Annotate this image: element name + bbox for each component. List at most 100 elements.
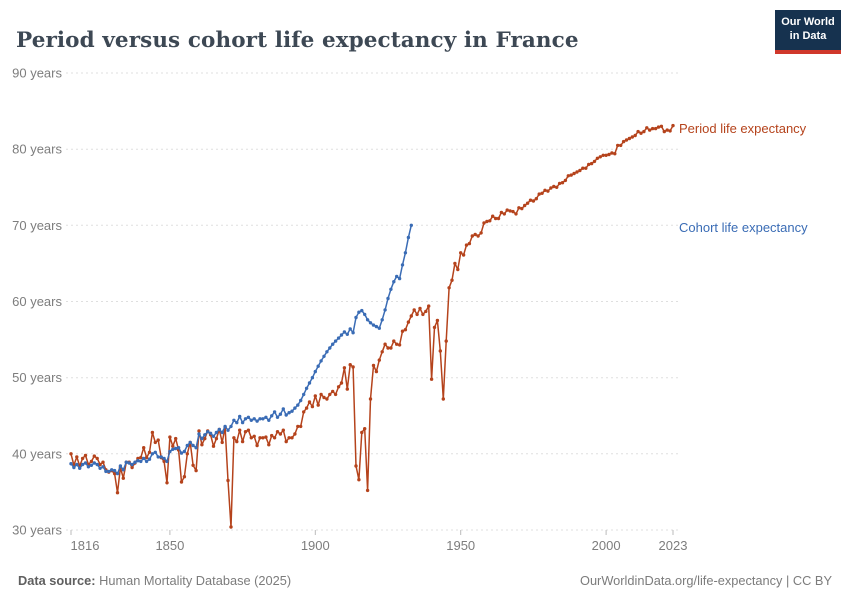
data-point[interactable] <box>147 457 152 461</box>
data-point[interactable] <box>214 430 219 435</box>
data-point[interactable] <box>348 363 352 367</box>
data-point[interactable] <box>319 359 323 363</box>
data-point[interactable] <box>354 464 358 468</box>
data-point[interactable] <box>331 389 335 394</box>
data-point[interactable] <box>389 346 393 350</box>
data-point[interactable] <box>488 219 492 223</box>
data-point[interactable] <box>383 342 387 346</box>
data-point[interactable] <box>284 439 288 444</box>
data-point[interactable] <box>333 339 338 343</box>
data-point[interactable] <box>380 350 384 354</box>
data-point[interactable] <box>371 363 376 368</box>
data-point[interactable] <box>400 263 405 267</box>
data-point[interactable] <box>546 189 550 193</box>
data-point[interactable] <box>278 432 283 436</box>
data-point[interactable] <box>604 153 608 157</box>
data-point[interactable] <box>246 415 251 419</box>
data-point[interactable] <box>92 461 97 465</box>
data-point[interactable] <box>523 203 527 208</box>
data-point[interactable] <box>243 430 248 434</box>
data-point[interactable] <box>238 428 242 432</box>
data-point[interactable] <box>95 462 99 467</box>
data-point[interactable] <box>621 139 626 144</box>
data-point[interactable] <box>633 133 637 138</box>
data-point[interactable] <box>351 331 355 335</box>
data-point[interactable] <box>211 434 216 438</box>
data-point[interactable] <box>270 433 274 438</box>
data-point[interactable] <box>83 461 88 465</box>
data-point[interactable] <box>598 155 602 159</box>
data-point[interactable] <box>162 459 166 464</box>
data-point[interactable] <box>208 431 213 435</box>
data-point[interactable] <box>281 407 285 411</box>
data-point[interactable] <box>182 449 187 454</box>
data-point[interactable] <box>299 398 303 403</box>
data-point[interactable] <box>517 206 521 210</box>
data-point[interactable] <box>450 278 454 282</box>
data-point[interactable] <box>331 342 335 346</box>
data-point[interactable] <box>595 156 600 160</box>
data-point[interactable] <box>226 478 230 483</box>
data-point[interactable] <box>418 306 422 311</box>
data-point[interactable] <box>435 318 440 323</box>
data-point[interactable] <box>328 392 332 397</box>
data-point[interactable] <box>112 471 117 476</box>
data-point[interactable] <box>601 153 605 157</box>
data-point[interactable] <box>249 436 253 440</box>
data-point[interactable] <box>232 418 236 422</box>
data-point[interactable] <box>467 241 472 246</box>
legend-cohort-life-expectancy[interactable]: Cohort life expectancy <box>679 220 808 235</box>
data-point[interactable] <box>406 320 411 324</box>
data-point[interactable] <box>543 188 547 192</box>
data-point[interactable] <box>185 452 189 456</box>
data-point[interactable] <box>572 171 576 176</box>
data-point[interactable] <box>194 468 198 473</box>
data-point[interactable] <box>354 315 358 320</box>
data-point[interactable] <box>322 395 326 400</box>
data-point[interactable] <box>328 346 332 350</box>
data-point[interactable] <box>235 420 239 425</box>
data-point[interactable] <box>613 152 617 156</box>
data-point[interactable] <box>220 430 224 435</box>
data-point[interactable] <box>142 446 146 450</box>
data-point[interactable] <box>98 462 102 467</box>
data-point[interactable] <box>150 430 155 435</box>
data-point[interactable] <box>249 418 253 422</box>
data-point[interactable] <box>267 418 271 422</box>
data-point[interactable] <box>505 208 509 212</box>
data-point[interactable] <box>144 455 149 460</box>
data-point[interactable] <box>229 424 233 429</box>
data-point[interactable] <box>491 214 495 218</box>
data-point[interactable] <box>110 468 114 472</box>
data-point[interactable] <box>89 463 94 467</box>
data-point[interactable] <box>296 424 300 429</box>
data-point[interactable] <box>557 181 562 186</box>
owid-logo[interactable]: Our World in Data <box>775 10 841 54</box>
data-point[interactable] <box>168 435 172 439</box>
data-point[interactable] <box>589 161 594 166</box>
data-point[interactable] <box>191 463 195 467</box>
data-point[interactable] <box>220 440 224 445</box>
data-point[interactable] <box>278 412 283 416</box>
data-point[interactable] <box>310 404 315 409</box>
data-point[interactable] <box>520 206 524 211</box>
data-point[interactable] <box>261 417 265 421</box>
data-point[interactable] <box>232 436 236 440</box>
data-point[interactable] <box>624 138 629 142</box>
data-point[interactable] <box>424 309 428 314</box>
data-point[interactable] <box>395 274 399 279</box>
data-point[interactable] <box>275 415 280 419</box>
data-point[interactable] <box>508 209 512 213</box>
data-point[interactable] <box>238 414 242 419</box>
data-point[interactable] <box>133 460 137 464</box>
data-point[interactable] <box>496 216 501 221</box>
data-point[interactable] <box>287 436 291 440</box>
data-point[interactable] <box>258 417 262 421</box>
data-point[interactable] <box>293 406 297 410</box>
data-point[interactable] <box>182 475 187 479</box>
data-point[interactable] <box>255 443 259 448</box>
data-point[interactable] <box>540 191 544 195</box>
data-point[interactable] <box>438 349 442 353</box>
data-point[interactable] <box>69 462 73 466</box>
